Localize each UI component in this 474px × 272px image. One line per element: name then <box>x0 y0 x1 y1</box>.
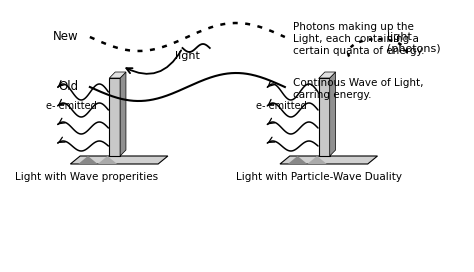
Polygon shape <box>78 156 98 164</box>
Polygon shape <box>109 78 120 156</box>
Text: Light with Particle-Wave Duality: Light with Particle-Wave Duality <box>236 172 402 182</box>
Text: Photons making up the
Light, each containing a
certain quanta of energy.: Photons making up the Light, each contai… <box>292 22 424 55</box>
Polygon shape <box>109 72 126 78</box>
Polygon shape <box>319 78 330 156</box>
Polygon shape <box>319 72 336 78</box>
Text: New: New <box>53 30 78 44</box>
Text: light: light <box>175 51 200 61</box>
Text: Light with Wave properities: Light with Wave properities <box>15 172 158 182</box>
Polygon shape <box>120 72 126 156</box>
Polygon shape <box>330 72 336 156</box>
Polygon shape <box>307 156 327 164</box>
Polygon shape <box>280 156 377 164</box>
Text: light
(photons): light (photons) <box>387 32 441 54</box>
Text: Old: Old <box>58 81 78 94</box>
Text: e- emitted: e- emitted <box>46 101 97 111</box>
Text: Continous Wave of Light,
carring energy.: Continous Wave of Light, carring energy. <box>292 78 423 100</box>
Polygon shape <box>288 156 307 164</box>
Polygon shape <box>98 156 117 164</box>
Text: e- emitted: e- emitted <box>255 101 306 111</box>
Polygon shape <box>70 156 168 164</box>
